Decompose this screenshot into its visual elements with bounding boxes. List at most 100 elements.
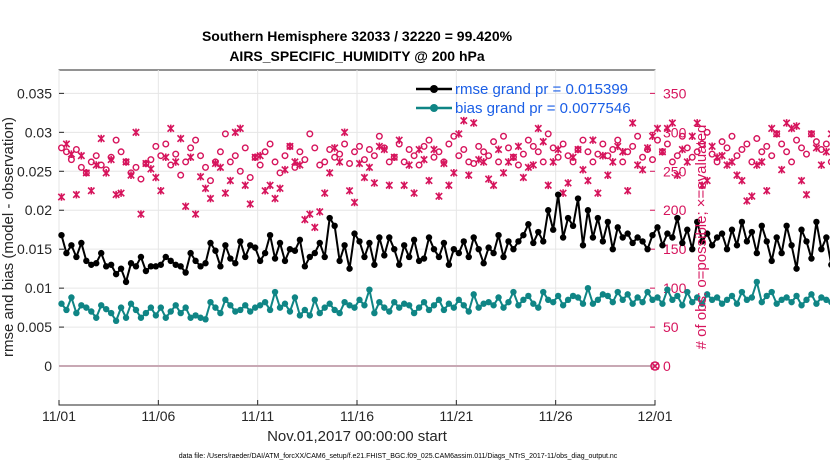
rmse-point xyxy=(664,230,671,237)
obs-evaluated-point xyxy=(569,153,577,162)
rmse-point xyxy=(520,231,527,239)
obs-zero-marker xyxy=(650,361,660,371)
bias-point xyxy=(758,298,765,306)
bias-point xyxy=(247,308,254,315)
obs-possible-point xyxy=(351,148,359,156)
rmse-point xyxy=(425,234,433,241)
bias-point xyxy=(708,296,716,304)
obs-possible-point xyxy=(678,132,686,140)
bias-point xyxy=(743,296,751,304)
rmse-point xyxy=(698,238,706,245)
rmse-point xyxy=(386,234,393,241)
bias-point xyxy=(316,309,323,317)
rmse-point xyxy=(818,245,825,253)
obs-possible-point xyxy=(788,158,796,166)
rmse-point xyxy=(639,238,646,245)
bias-point xyxy=(117,304,125,311)
rmse-point xyxy=(748,228,756,236)
rmse-point xyxy=(172,261,179,268)
obs-evaluated-point xyxy=(196,172,205,181)
rmse-point xyxy=(93,260,100,267)
obs-evaluated-point xyxy=(281,165,289,174)
obs-possible-point xyxy=(544,130,552,138)
bias-point xyxy=(465,308,472,315)
obs-possible-point xyxy=(693,148,701,156)
rmse-point xyxy=(738,218,746,226)
obs-possible-point xyxy=(504,144,512,152)
obs-evaluated-point xyxy=(827,130,830,138)
data-file-footer: data file: /Users/raeder/DAI/ATM_forcXX/… xyxy=(179,453,618,460)
obs-evaluated-point xyxy=(405,161,413,169)
obs-possible-point xyxy=(311,144,319,152)
obs-evaluated-point xyxy=(241,181,250,190)
obs-possible-point xyxy=(296,148,304,156)
bias-point xyxy=(256,302,264,309)
y-left-tick-label: 0.02 xyxy=(25,202,52,218)
bias-point xyxy=(400,300,408,307)
bias-point xyxy=(122,314,130,321)
rmse-point xyxy=(326,214,333,222)
obs-evaluated-point xyxy=(693,119,701,127)
obs-evaluated-point xyxy=(797,176,806,185)
obs-possible-point xyxy=(72,145,80,153)
obs-possible-point xyxy=(793,136,801,144)
bias-point xyxy=(549,298,557,306)
rmse-point xyxy=(803,238,810,245)
obs-possible-point xyxy=(783,148,791,156)
bias-point xyxy=(222,296,229,304)
obs-evaluated-point xyxy=(599,151,607,160)
obs-evaluated-point xyxy=(296,161,304,169)
y-left-tick-label: 0.005 xyxy=(17,319,52,335)
x-tick-label: 11/06 xyxy=(141,408,175,424)
bias-point xyxy=(569,292,577,300)
obs-possible-point xyxy=(331,153,339,161)
obs-possible-point xyxy=(539,158,547,166)
bias-point xyxy=(723,296,731,304)
obs-possible-point xyxy=(758,148,766,156)
rmse-point xyxy=(515,238,522,245)
bias-point xyxy=(694,294,701,301)
rmse-point xyxy=(594,214,602,222)
obs-possible-point xyxy=(316,161,324,169)
obs-possible-point xyxy=(668,158,676,166)
bias-point xyxy=(405,302,413,309)
rmse-point xyxy=(73,253,80,261)
obs-possible-point xyxy=(599,140,607,148)
obs-possible-point xyxy=(768,152,776,160)
obs-evaluated-point xyxy=(703,176,711,185)
rmse-point xyxy=(634,234,641,241)
legend-rmse-label: rmse grand pr = 0.015399 xyxy=(455,81,628,98)
obs-possible-point xyxy=(738,145,746,153)
bias-point xyxy=(301,306,309,314)
bias-point xyxy=(271,288,279,296)
rmse-point xyxy=(376,234,383,241)
bias-point xyxy=(227,302,234,309)
bias-point xyxy=(535,304,542,311)
rmse-point xyxy=(554,191,562,198)
rmse-point xyxy=(157,261,165,268)
bias-point xyxy=(83,304,90,311)
obs-possible-point xyxy=(281,152,289,160)
obs-evaluated-point xyxy=(157,186,165,195)
bias-point xyxy=(445,300,453,307)
bias-point xyxy=(505,298,512,306)
obs-evaluated-point xyxy=(77,151,86,160)
rmse-point xyxy=(808,255,815,262)
bias-point xyxy=(286,308,294,315)
obs-evaluated-point xyxy=(777,165,786,174)
obs-evaluated-point xyxy=(792,122,801,130)
rmse-point xyxy=(361,253,368,261)
bias-point xyxy=(396,304,403,311)
bias-point xyxy=(599,291,607,298)
obs-evaluated-point xyxy=(276,184,284,193)
obs-evaluated-point xyxy=(450,169,458,177)
obs-evaluated-point xyxy=(112,190,120,199)
rmse-point xyxy=(137,253,145,261)
bias-point xyxy=(430,302,438,309)
bias-point xyxy=(88,308,95,315)
y-right-tick-label: 50 xyxy=(663,319,679,335)
legend-rmse-marker xyxy=(430,85,438,93)
bias-point xyxy=(634,294,641,301)
obs-possible-point xyxy=(365,145,373,153)
